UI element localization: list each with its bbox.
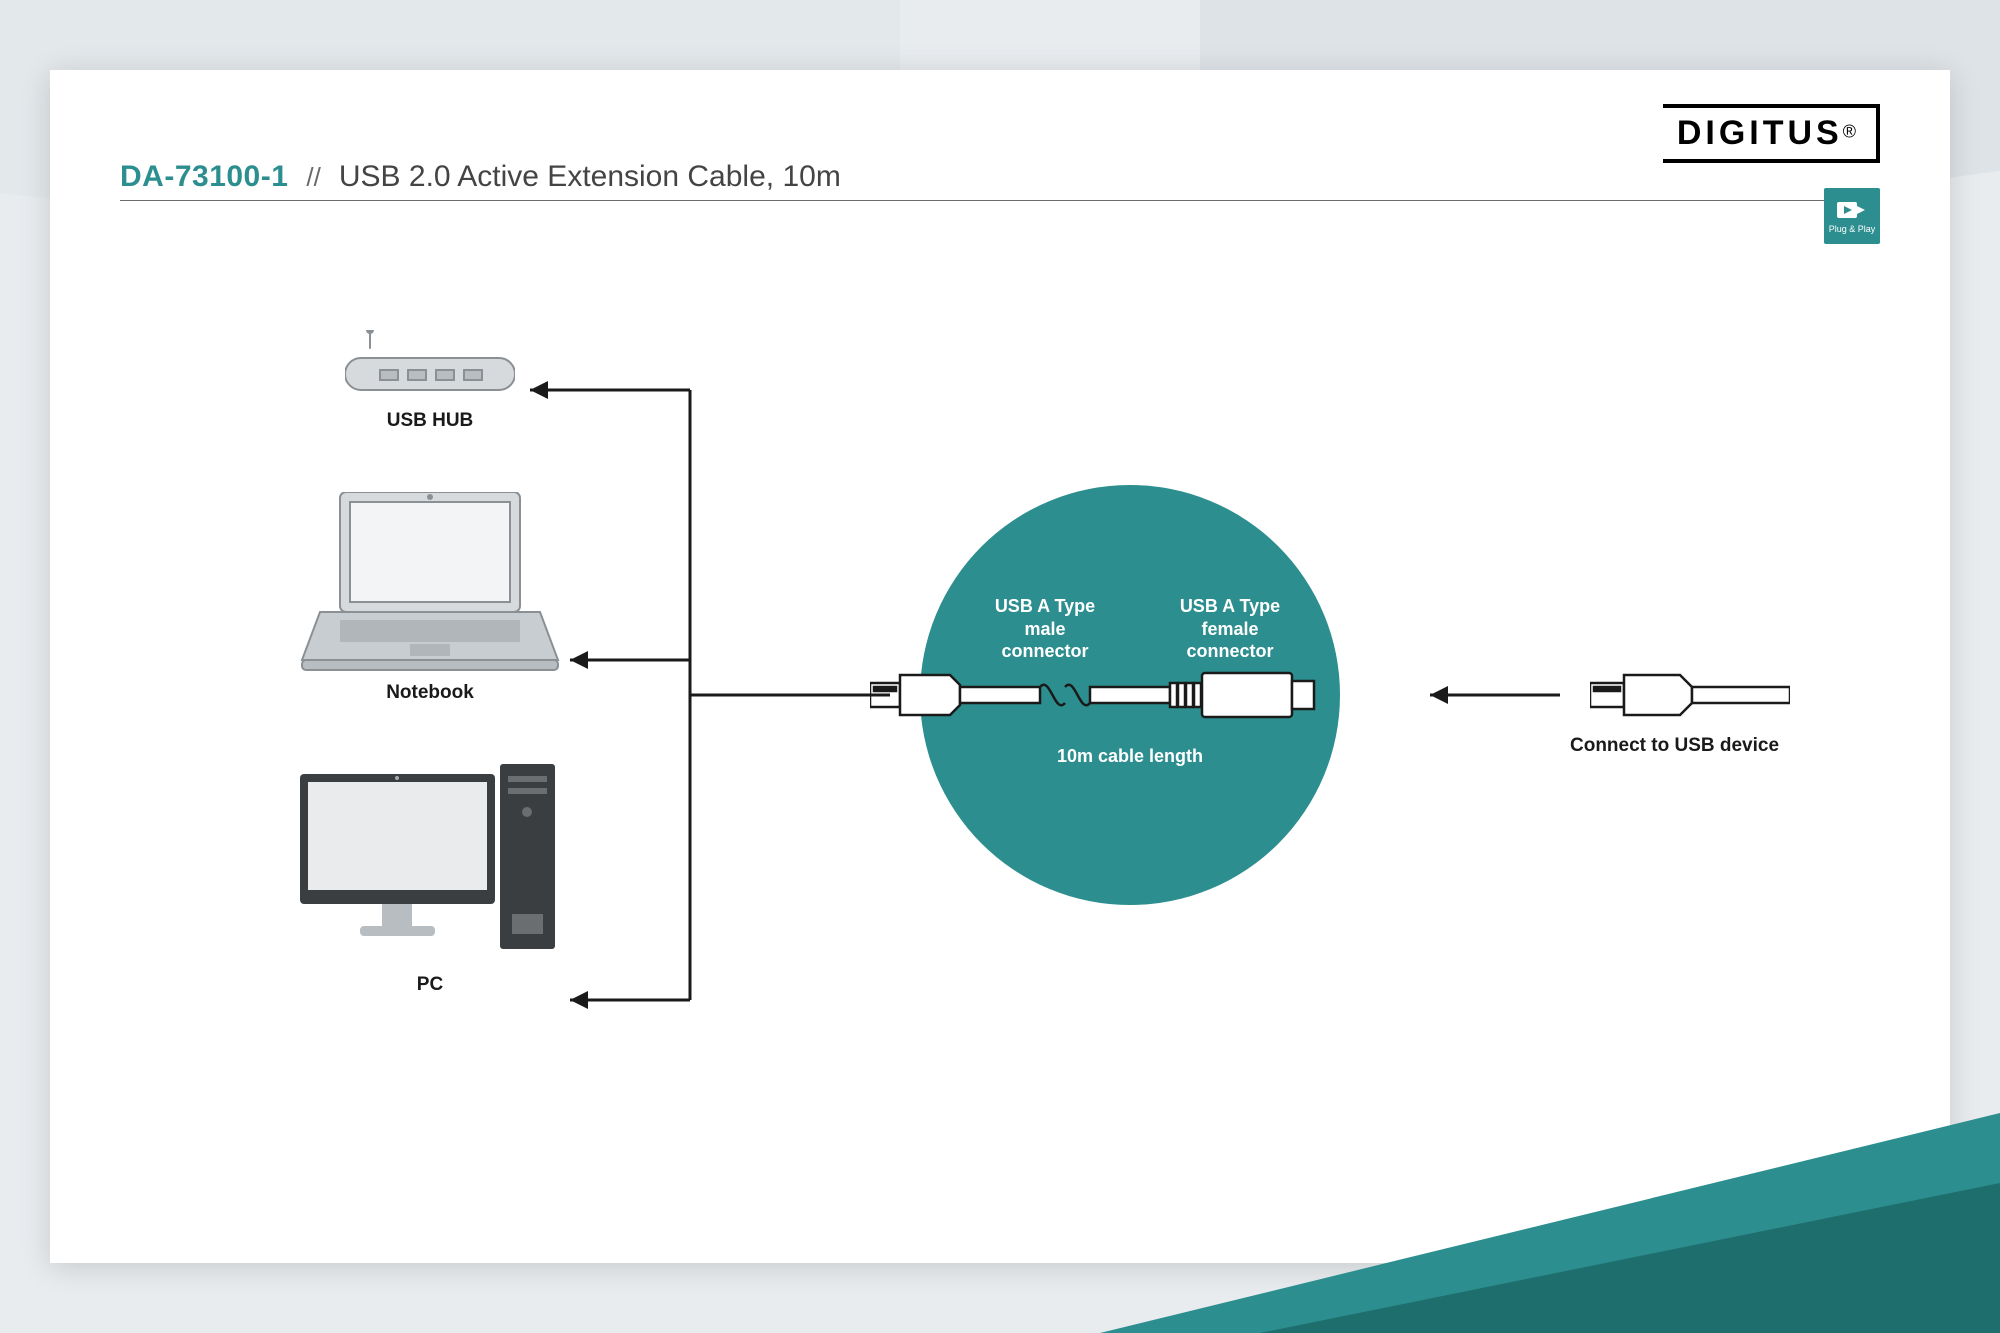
- device-pc: PC: [300, 764, 560, 996]
- connector-label-female: USB A Typefemaleconnector: [1150, 595, 1310, 663]
- cable-length-label: 10m cable length: [1030, 745, 1230, 768]
- device-label: PC: [417, 974, 443, 996]
- play-icon: [1837, 198, 1867, 222]
- brand-text: DIGITUS: [1677, 114, 1843, 152]
- device-label: Notebook: [386, 682, 474, 704]
- brand-logo: DIGITUS®: [1663, 104, 1880, 163]
- device-usb-hub: USB HUB: [345, 330, 515, 432]
- extension-cable-icon: [870, 655, 1360, 735]
- connect-device-label: Connect to USB device: [1570, 735, 1779, 757]
- notebook-icon: [300, 492, 560, 672]
- badge-label: Plug & Play: [1829, 224, 1876, 234]
- title-row: DA-73100-1 // USB 2.0 Active Extension C…: [120, 160, 1880, 201]
- separator: //: [306, 162, 320, 193]
- product-title: USB 2.0 Active Extension Cable, 10m: [339, 160, 841, 194]
- sheet: DIGITUS® DA-73100-1 // USB 2.0 Active Ex…: [50, 70, 1950, 1263]
- bg-accent-triangle: [1100, 1113, 2000, 1333]
- pc-icon: [300, 764, 560, 964]
- diagram-area: USB HUB N: [120, 300, 1880, 1203]
- devices-column: USB HUB N: [300, 330, 560, 996]
- device-notebook: Notebook: [300, 492, 560, 704]
- header: DIGITUS® DA-73100-1 // USB 2.0 Active Ex…: [120, 160, 1880, 201]
- usb-device-plug-icon: [1590, 665, 1790, 725]
- model-number: DA-73100-1: [120, 160, 288, 194]
- device-label: USB HUB: [387, 410, 474, 432]
- connector-label-male: USB A Typemaleconnector: [970, 595, 1120, 663]
- usb-hub-icon: [345, 330, 515, 400]
- registered-mark: ®: [1843, 122, 1856, 142]
- plug-and-play-badge: Plug & Play: [1824, 188, 1880, 244]
